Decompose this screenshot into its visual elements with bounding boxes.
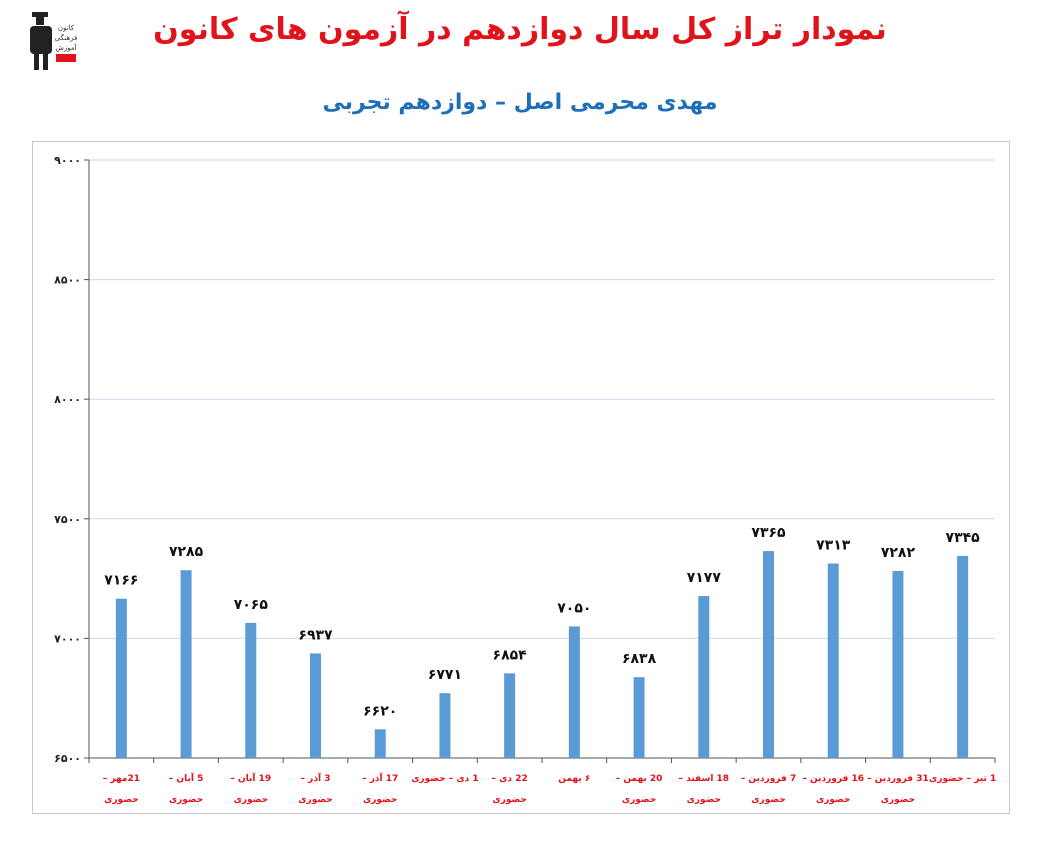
value-label: ۷۰۶۵ [234,597,269,613]
bar [310,653,321,758]
category-label: 3 آذر – [301,772,331,784]
bar [827,563,839,758]
value-label: ۶۹۳۷ [298,627,333,643]
value-label: ۶۷۷۱ [428,667,462,683]
category-label: 17 آذر – [362,772,398,784]
value-label: ۷۳۱۳ [816,538,851,554]
bar [568,626,580,758]
category-label: 22 دی – [492,774,528,784]
bar [115,598,127,758]
category-label: حضوری [622,795,656,805]
kanoon-logo: کانون فرهنگی آموزش [22,8,78,74]
bar-chart: ۶۵۰۰ ۷۰۰۰ ۷۵۰۰ ۸۰۰۰ ۸۵۰۰ ۹۰۰۰ ۷۱۶۶ 21مهر – حضوری… [54,154,996,805]
category-label: 19 آبان – [230,772,271,784]
chart-area: ۶۵۰۰ ۷۰۰۰ ۷۵۰۰ ۸۰۰۰ ۸۵۰۰ ۹۰۰۰ ۷۱۶۶ 21مهر – حضوری… [32,141,1010,814]
y-tick-label: ۹۰۰۰ [54,154,81,167]
bar [374,729,386,758]
category-label: 7 فروردین – [741,774,796,784]
value-label: ۶۶۲۰ [363,703,397,719]
bar [439,693,451,758]
value-label: ۷۱۶۶ [104,573,138,589]
logo-text-line-3: آموزش [55,43,77,52]
value-label: ۷۰۵۰ [557,600,591,616]
category-label: ۶ بهمن [558,774,590,784]
category-label: حضوری [169,795,203,805]
gridlines [89,159,995,639]
logo-text-line-2: فرهنگی [55,33,78,42]
bar [245,622,257,758]
category-label: حضوری [687,795,721,805]
value-label: ۶۸۵۴ [493,647,528,663]
logo-text-line-1: کانون [58,24,75,32]
category-label: 18 اسفند – [678,774,729,784]
y-tick-label: ۸۵۰۰ [54,274,81,287]
category-label: 1 دی – حضوری [411,774,478,784]
y-tick-label: ۷۰۰۰ [54,632,81,645]
category-label: حضوری [234,795,268,805]
bar [633,677,645,758]
value-label: ۷۲۸۵ [169,544,204,560]
bar [892,570,904,758]
bar [957,555,969,758]
category-label: حضوری [816,795,850,805]
value-label: ۷۱۷۷ [687,570,722,586]
chart-title: نمودار تراز کل سال دوازدهم در آزمون های … [153,12,887,47]
category-label: 16 فروردین – [802,774,864,784]
category-label: حضوری [881,795,915,805]
category-label: 5 آبان – [169,772,204,784]
bar [763,551,774,758]
labels: ۶۵۰۰ ۷۰۰۰ ۷۵۰۰ ۸۰۰۰ ۸۵۰۰ ۹۰۰۰ ۷۱۶۶ 21مهر – حضوری… [54,154,996,805]
value-label: ۷۳۴۵ [946,530,981,546]
category-label: حضوری [298,795,332,805]
value-label: ۷۳۶۵ [751,525,786,541]
category-label: حضوری [363,795,397,805]
category-label: 20 بهمن – [616,774,663,784]
category-label: حضوری [751,795,785,805]
category-label: 1 تیر – حضوری [929,774,996,784]
y-tick-label: ۷۵۰۰ [54,513,81,526]
value-label: ۷۲۸۲ [881,545,916,561]
kanoon-logo-graphic: کانون فرهنگی آموزش [30,12,78,70]
category-label: حضوری [104,795,138,805]
bar [504,673,516,758]
category-label: 21مهر – [103,774,140,784]
y-tick-label: ۶۵۰۰ [54,752,81,765]
value-label: ۶۸۳۸ [622,651,657,667]
axes [84,159,996,763]
bar [698,596,710,758]
bars [115,551,969,758]
category-label: 31 فروردین – [867,774,929,784]
y-tick-label: ۸۰۰۰ [54,393,81,406]
category-label: حضوری [492,795,526,805]
chart-subtitle: مهدی محرمی اصل – دوازدهم تجربی [322,90,718,115]
bar [180,570,192,758]
